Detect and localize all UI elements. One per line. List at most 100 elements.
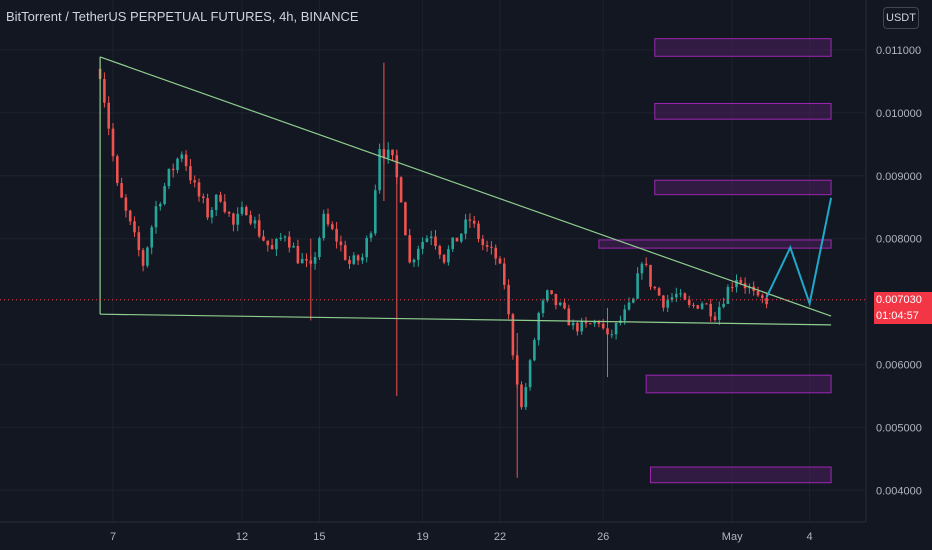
- candle-body: [275, 239, 278, 250]
- candle-body: [120, 183, 123, 198]
- x-tick-label: 19: [416, 531, 428, 543]
- candle-body: [429, 236, 433, 239]
- candle-body: [378, 149, 381, 191]
- candle-body: [279, 237, 282, 240]
- candle-body: [675, 293, 678, 298]
- trendline: [100, 313, 832, 326]
- candle-body: [477, 223, 480, 239]
- candle-body: [356, 255, 360, 261]
- candle-body: [726, 287, 730, 304]
- candle-body: [193, 180, 196, 183]
- bar-countdown-label: 01:04:57: [874, 307, 932, 324]
- y-tick-label: 0.011000: [876, 45, 921, 57]
- candle-body: [111, 128, 115, 157]
- candle-body: [485, 245, 489, 247]
- candle-body: [705, 303, 708, 305]
- candle-body: [180, 154, 184, 159]
- candle-body: [687, 299, 691, 305]
- candle-body: [184, 154, 188, 167]
- candle-body: [124, 197, 128, 211]
- candle-body: [460, 233, 463, 242]
- candle-body: [692, 304, 695, 306]
- candle-body: [374, 190, 377, 234]
- candle-body: [141, 250, 145, 266]
- candle-body: [318, 238, 321, 258]
- candle-body: [455, 237, 459, 242]
- candle-body: [451, 237, 454, 250]
- candle-body: [159, 203, 162, 207]
- y-tick-label: 0.006000: [876, 360, 922, 372]
- candle-body: [765, 297, 768, 305]
- x-tick-label: 12: [236, 531, 248, 543]
- candle-body: [335, 228, 338, 242]
- projection-path: [765, 197, 833, 308]
- candle-body: [300, 259, 304, 264]
- x-tick-label: 26: [597, 531, 609, 543]
- currency-button[interactable]: USDT: [883, 7, 919, 29]
- candle-body: [494, 247, 497, 259]
- candle-body: [128, 210, 132, 222]
- candle-body: [348, 259, 351, 264]
- x-tick-label: 22: [494, 531, 506, 543]
- x-tick-label: 15: [313, 531, 325, 543]
- candle-body: [528, 360, 532, 388]
- candle-body: [197, 182, 201, 197]
- candle-body: [679, 293, 682, 295]
- candle-body: [584, 321, 588, 324]
- candle-body: [718, 307, 721, 321]
- candle-body: [288, 236, 291, 248]
- candle-body: [214, 194, 218, 210]
- candle-body: [472, 220, 476, 224]
- candle-body: [103, 78, 106, 103]
- candle-body: [563, 302, 566, 309]
- candle-body: [550, 290, 553, 294]
- candle-body: [421, 241, 424, 249]
- candle-body: [644, 263, 648, 265]
- candle-body: [116, 156, 119, 184]
- candle-body: [537, 313, 540, 341]
- candle-body: [662, 295, 665, 308]
- candle-body: [438, 246, 442, 255]
- candle-body: [399, 177, 403, 203]
- candle-body: [137, 232, 141, 251]
- candle-body: [546, 290, 549, 301]
- candle-body: [223, 201, 227, 212]
- candle-body: [571, 322, 575, 326]
- candle-body: [107, 102, 110, 129]
- candle-body: [503, 263, 506, 285]
- candle-body: [434, 236, 437, 247]
- candle-body: [468, 219, 472, 221]
- candle-body: [240, 207, 244, 214]
- candle-body: [270, 245, 274, 250]
- candle-body: [352, 255, 356, 264]
- candle-body: [202, 196, 205, 199]
- candle-body: [627, 302, 631, 310]
- candle-body: [610, 334, 614, 336]
- candle-body: [412, 259, 416, 263]
- candle-body: [154, 206, 158, 228]
- candle-body: [580, 321, 583, 332]
- candle-body: [232, 213, 235, 225]
- candle-body: [713, 316, 717, 321]
- candle-body: [657, 288, 661, 296]
- candle-body: [176, 158, 179, 171]
- candle-body: [369, 233, 373, 238]
- candle-body: [636, 273, 639, 299]
- candle-body: [533, 340, 536, 361]
- candle-body: [558, 302, 562, 306]
- candle-body: [524, 387, 528, 408]
- candle-body: [666, 299, 669, 308]
- candle-body: [623, 309, 626, 321]
- candle-body: [146, 247, 149, 266]
- candle-body: [447, 249, 450, 263]
- candle-body: [266, 240, 270, 246]
- candle-body: [189, 166, 192, 181]
- candle-body: [511, 314, 515, 356]
- candle-body: [597, 321, 601, 324]
- candle-body: [520, 384, 523, 408]
- trendline: [99, 56, 832, 317]
- candle-body: [296, 246, 300, 264]
- candle-body: [490, 246, 493, 248]
- candle-body: [632, 298, 635, 303]
